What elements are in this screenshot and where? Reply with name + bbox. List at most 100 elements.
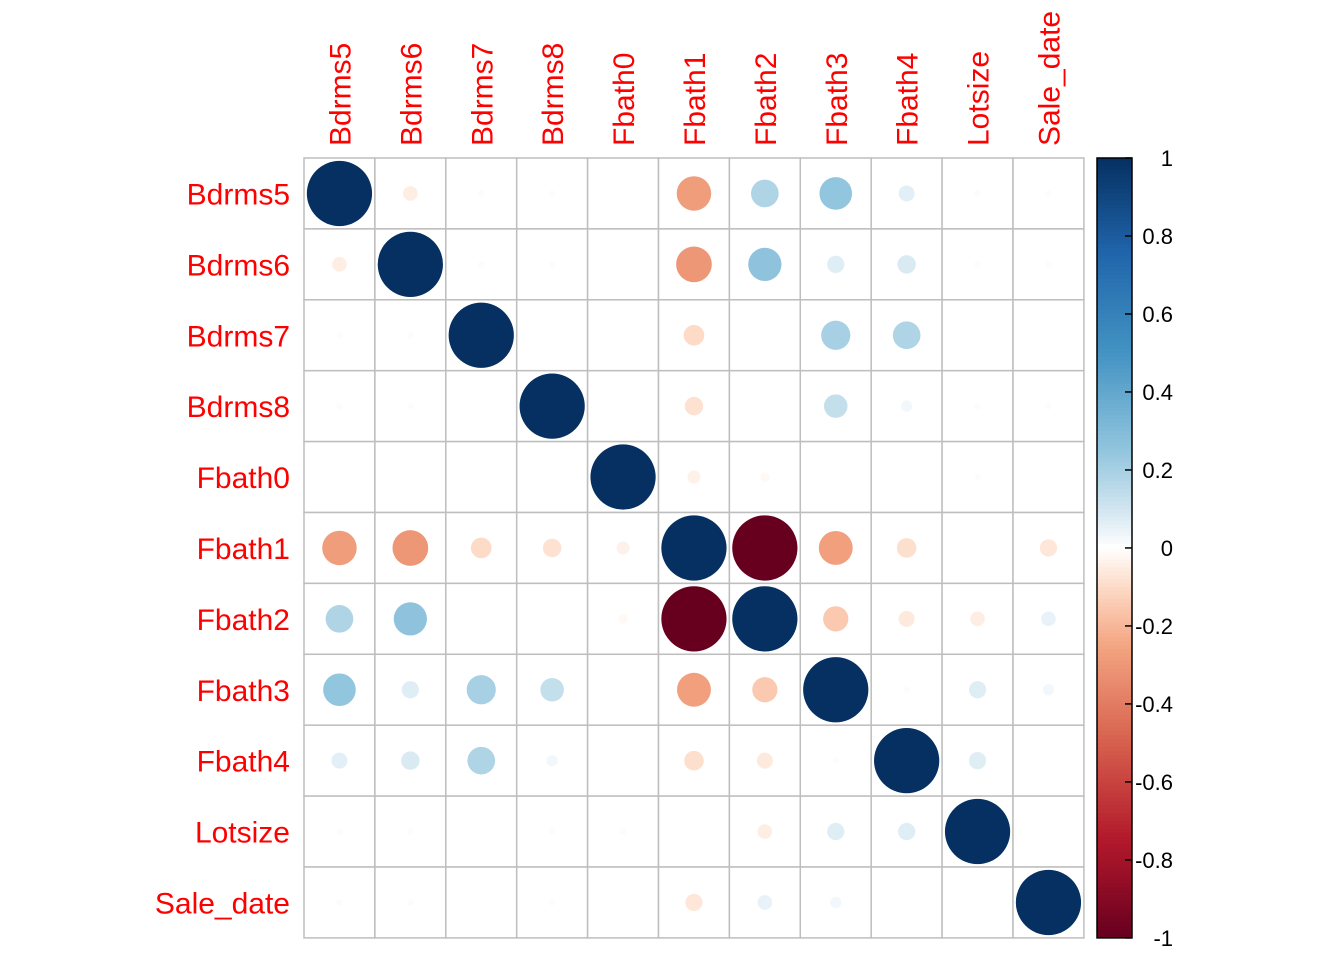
colorbar-band xyxy=(1097,200,1132,206)
correlation-circle-bdrms8-bdrms8 xyxy=(519,373,585,439)
colorbar-band xyxy=(1097,356,1132,362)
colorbar-band xyxy=(1097,645,1132,650)
correlation-circle-bdrms6-fbath2 xyxy=(748,247,782,281)
colorbar-band xyxy=(1097,778,1132,783)
colorbar-band xyxy=(1097,395,1132,401)
grid-cell xyxy=(1012,724,1085,797)
correlation-circle-fbath1-bdrms6 xyxy=(392,530,429,566)
colorbar-band xyxy=(1097,879,1132,884)
colorbar-band xyxy=(1097,742,1132,748)
grid-cell xyxy=(303,440,376,514)
colorbar-band xyxy=(1097,360,1132,366)
grid-cell xyxy=(870,866,943,939)
colorbar-band xyxy=(1097,384,1132,389)
colorbar-band xyxy=(1097,567,1132,572)
colorbar-band xyxy=(1097,902,1132,908)
grid-cell xyxy=(445,369,518,443)
colorbar-band xyxy=(1097,481,1132,487)
correlation-circle-fbath1-bdrms7 xyxy=(470,537,492,559)
colorbar-band xyxy=(1097,746,1132,752)
grid-cell xyxy=(445,440,518,514)
colorbar-band xyxy=(1097,220,1132,225)
correlation-circle-bdrms8-fbath3 xyxy=(823,394,848,418)
colorbar-band xyxy=(1097,423,1132,428)
colorbar-band xyxy=(1097,688,1132,693)
correlation-circle-fbath0-lotsize xyxy=(974,473,981,481)
column-label-bdrms7: Bdrms7 xyxy=(466,43,499,146)
colorbar-band xyxy=(1097,306,1132,311)
row-label-fbath0: Fbath0 xyxy=(197,462,290,495)
grid-cell xyxy=(657,795,731,868)
colorbar-band xyxy=(1097,337,1132,342)
colorbar-band xyxy=(1097,165,1132,171)
colorbar-band xyxy=(1097,696,1132,701)
colorbar: 1 0.8 0.6 0.4 0.2 0 -0.2 -0.4 -0.6 -0.8 -1 xyxy=(1096,146,1173,951)
colorbar-band xyxy=(1097,820,1132,826)
colorbar-band xyxy=(1097,602,1132,608)
grid-cell xyxy=(870,440,943,514)
correlation-circle-lotsize-lotsize xyxy=(944,798,1011,865)
colorbar-band xyxy=(1097,840,1132,845)
correlation-circle-bdrms6-fbath4 xyxy=(897,255,916,274)
correlation-circle-fbath3-fbath1 xyxy=(677,672,711,707)
grid-cell xyxy=(799,157,872,230)
colorbar-band xyxy=(1097,828,1132,834)
colorbar-band xyxy=(1097,349,1132,354)
correlation-circle-fbath4-bdrms6 xyxy=(401,751,420,770)
colorbar-band xyxy=(1097,364,1132,370)
correlation-circle-fbath3-bdrms7 xyxy=(466,675,496,705)
colorbar-band xyxy=(1097,473,1132,479)
colorbar-band xyxy=(1097,590,1132,596)
correlation-circle-fbath1-fbath2 xyxy=(732,515,798,581)
colorbar-band xyxy=(1097,731,1132,736)
colorbar-band xyxy=(1097,703,1132,709)
colorbar-band xyxy=(1097,618,1132,623)
colorbar-band xyxy=(1097,758,1132,764)
colorbar-band xyxy=(1097,559,1132,565)
colorbar-band xyxy=(1097,793,1132,799)
correlation-circle-bdrms6-sale_date xyxy=(1045,261,1052,268)
colorbar-band xyxy=(1097,469,1132,475)
colorbar-band xyxy=(1097,711,1132,717)
colorbar-band xyxy=(1097,766,1132,771)
column-label-bdrms6: Bdrms6 xyxy=(395,43,428,146)
correlation-circle-lotsize-bdrms5 xyxy=(336,828,343,835)
column-label-fbath4: Fbath4 xyxy=(892,53,925,146)
colorbar-band xyxy=(1097,641,1132,647)
correlation-circle-bdrms8-fbath1 xyxy=(684,396,704,416)
colorbar-band xyxy=(1097,571,1132,576)
colorbar-band xyxy=(1097,274,1132,280)
colorbar-band xyxy=(1097,403,1132,409)
colorbar-band xyxy=(1097,563,1132,569)
correlation-circle-lotsize-fbath0 xyxy=(619,828,627,835)
correlation-circle-fbath4-fbath2 xyxy=(756,752,773,769)
colorbar-band xyxy=(1097,719,1132,725)
colorbar-band xyxy=(1097,883,1132,888)
colorbar-band xyxy=(1097,267,1132,272)
correlation-circle-bdrms5-bdrms5 xyxy=(306,160,373,227)
grid-cell xyxy=(941,866,1014,939)
colorbar-band xyxy=(1097,594,1132,600)
correlation-circle-bdrms7-bdrms5 xyxy=(336,331,343,339)
correlation-circle-fbath4-fbath3 xyxy=(832,757,840,764)
colorbar-band xyxy=(1097,575,1132,580)
correlation-circle-bdrms6-bdrms8 xyxy=(548,261,556,268)
correlation-circle-fbath4-fbath4 xyxy=(874,728,940,794)
colorbar-band xyxy=(1097,934,1132,939)
correlation-circle-bdrms7-bdrms7 xyxy=(448,302,514,368)
colorbar-band xyxy=(1097,228,1132,233)
colorbar-band xyxy=(1097,551,1132,557)
colorbar-band xyxy=(1097,302,1132,307)
colorbar-band xyxy=(1097,785,1132,791)
colorbar-band xyxy=(1097,368,1132,374)
grid-cell xyxy=(515,440,589,514)
colorbar-band xyxy=(1097,501,1132,506)
colorbar-band xyxy=(1097,540,1132,545)
colorbar-tick-label: 0.8 xyxy=(1142,224,1173,249)
colorbar-band xyxy=(1097,247,1132,253)
colorbar-band xyxy=(1097,450,1132,455)
colorbar-band xyxy=(1097,586,1132,592)
colorbar-band xyxy=(1097,524,1132,530)
colorbar-band xyxy=(1097,446,1132,452)
colorbar-band xyxy=(1097,629,1132,635)
